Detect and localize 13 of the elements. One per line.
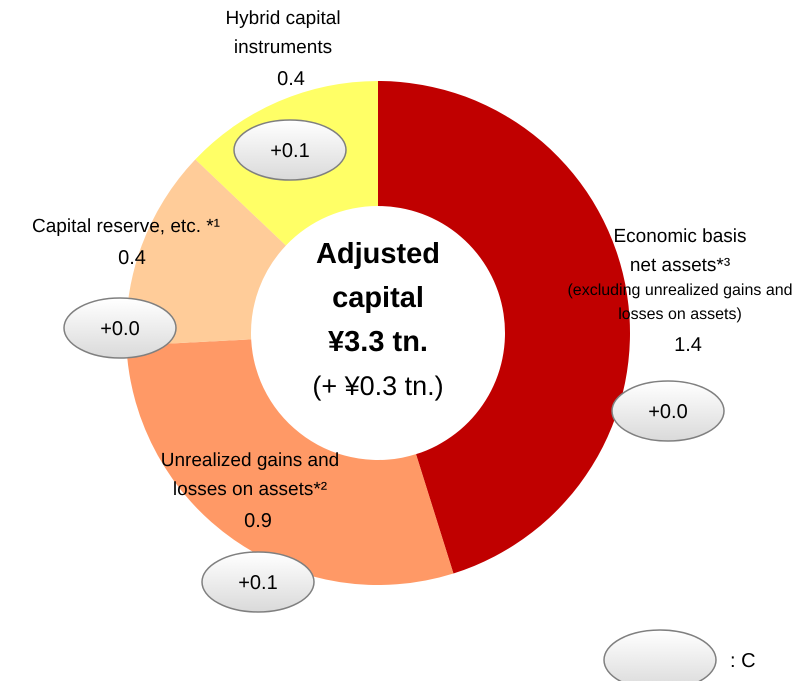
slice-label: Hybrid capital instruments — [225, 8, 341, 58]
data-label: 0.4 — [118, 247, 146, 269]
data-label: 1.4 — [674, 334, 702, 356]
text: : C — [730, 650, 756, 672]
slice-label: Capital reserve, etc. *¹ — [32, 216, 220, 237]
text: +0.1 — [270, 140, 310, 162]
text: +0.0 — [648, 401, 688, 423]
data-label: 0.4 — [277, 68, 305, 90]
data-label: 0.9 — [244, 510, 272, 532]
text: (+ ¥0.3 tn.) — [312, 371, 444, 401]
text: +0.0 — [100, 318, 140, 340]
text: +0.1 — [238, 572, 278, 594]
text: Adjusted capital ¥3.3 tn. — [316, 238, 440, 358]
